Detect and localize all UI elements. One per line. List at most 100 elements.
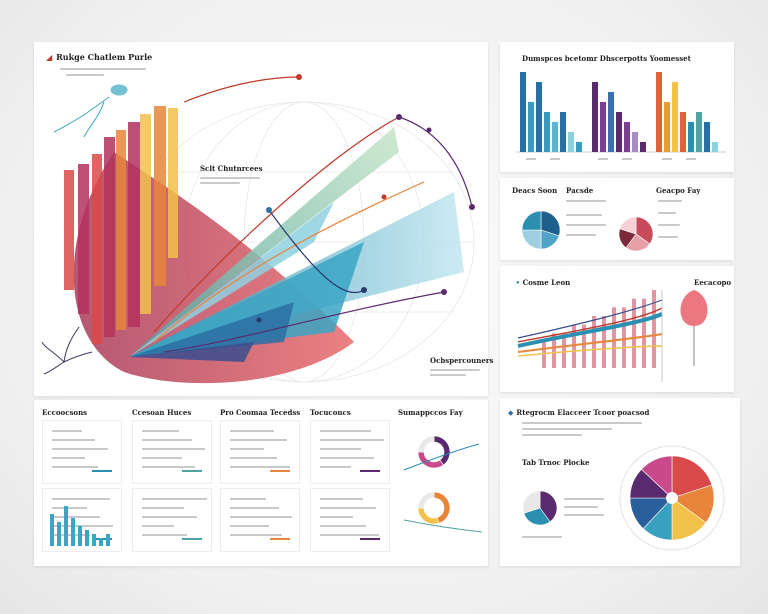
series-line — [517, 333, 663, 353]
cards-panel: Eccoocsons Ccesoan Huces Pro Coomaa Tece… — [34, 400, 488, 566]
decorative-sketch — [53, 84, 128, 138]
trend-node — [256, 317, 262, 323]
bar — [542, 342, 546, 368]
donut-title: ◆ Rtegrocm Elacceer Tcoor poacsod — [508, 408, 650, 417]
grouped-bar-chart — [516, 72, 726, 160]
bar — [71, 518, 75, 546]
tick-label-placeholder — [598, 158, 608, 160]
arrow-icon: ◢ — [46, 52, 53, 62]
bar — [622, 307, 626, 368]
bar — [664, 102, 670, 152]
trend-node — [296, 74, 302, 80]
trend-node — [469, 204, 475, 210]
pies-chart — [521, 210, 654, 252]
bottom-label-block: Ocbspercouners — [430, 356, 493, 376]
pie-slice — [671, 455, 713, 499]
accent-bar — [92, 470, 112, 472]
pie-slice — [539, 490, 558, 523]
donut-slice — [417, 491, 435, 509]
trend-node — [441, 289, 447, 295]
pie-slice — [523, 507, 551, 526]
bar — [92, 534, 96, 546]
text-line-placeholder — [320, 516, 353, 518]
series-line — [403, 519, 483, 533]
bar — [64, 506, 68, 546]
bar — [640, 142, 646, 152]
pie-center — [666, 492, 678, 504]
text-line-placeholder — [320, 525, 366, 527]
bar — [582, 324, 586, 368]
text-line-placeholder — [320, 534, 379, 536]
combo-chart — [517, 290, 708, 382]
bar — [608, 92, 614, 152]
donut-slice — [433, 435, 451, 466]
trend-node — [381, 194, 387, 200]
bar — [612, 307, 616, 368]
bar — [624, 122, 630, 152]
text-line-placeholder — [230, 457, 277, 459]
bar — [536, 82, 542, 152]
cards-overlay — [50, 430, 483, 546]
text-line-placeholder — [230, 466, 290, 468]
trend-node — [266, 207, 272, 213]
text-line-placeholder — [320, 448, 361, 450]
donut-panel: ◆ Rtegrocm Elacceer Tcoor poacsod Tab Tr… — [500, 398, 740, 566]
bar — [552, 333, 556, 368]
bar — [592, 82, 598, 152]
text-line-placeholder — [320, 457, 374, 459]
fan-blade — [129, 242, 364, 357]
bar — [106, 534, 110, 546]
bar — [600, 102, 606, 152]
bar — [696, 112, 702, 152]
main-bar — [128, 122, 140, 327]
main-title: ◢ Rukge Chatlem Purle — [46, 52, 153, 62]
bar — [57, 522, 61, 546]
text-line-placeholder — [320, 498, 363, 500]
balloon-icon — [680, 290, 708, 326]
bar — [99, 538, 103, 546]
bar — [642, 298, 646, 368]
bar — [78, 526, 82, 546]
trend-line — [268, 209, 365, 294]
bar — [560, 112, 566, 152]
text-line-placeholder — [142, 498, 207, 500]
trend-line — [163, 291, 445, 353]
center-label-block: Sclt Chutnrcees — [200, 164, 263, 184]
pie-slice — [619, 216, 637, 235]
accent-bar — [360, 538, 380, 540]
main-bar — [104, 137, 115, 337]
fan-blade — [129, 342, 254, 362]
accent-bar — [270, 538, 290, 540]
text-line-placeholder — [52, 457, 85, 459]
tick-label-placeholder — [686, 158, 696, 160]
bar — [680, 112, 686, 152]
text-line-placeholder — [52, 430, 82, 432]
donut-slice — [417, 435, 435, 453]
bar — [576, 142, 582, 152]
trend-node — [426, 127, 432, 133]
tick-label-placeholder — [550, 158, 560, 160]
text-line-placeholder — [142, 448, 205, 450]
text-line-placeholder — [52, 525, 113, 527]
series-line — [517, 345, 663, 357]
text-line-placeholder — [142, 457, 182, 459]
pie-slice — [540, 210, 561, 237]
main-chart-panel: ◢ Rukge Chatlem Purle — [34, 42, 493, 396]
main-bar — [64, 170, 74, 290]
accent-bar — [270, 470, 290, 472]
accent-bar — [360, 470, 380, 472]
pie-slice — [521, 229, 542, 250]
donut-slice — [417, 507, 440, 525]
top-right-panel: Dumspcos bcetomr Dhscerpotts Yoomesset — [500, 42, 734, 172]
pie-slice — [522, 490, 541, 514]
text-line-placeholder — [230, 516, 292, 518]
text-line-placeholder — [142, 516, 197, 518]
bar — [656, 72, 662, 152]
text-line-placeholder — [320, 430, 371, 432]
text-line-placeholder — [52, 498, 110, 500]
combo-label: ● Cosme Leon — [516, 278, 571, 287]
pies-panel: Deacs Soon Pacsde Geacpo Fay — [500, 178, 734, 260]
bar — [85, 530, 89, 546]
trend-line — [398, 116, 473, 208]
series-line — [517, 307, 663, 343]
